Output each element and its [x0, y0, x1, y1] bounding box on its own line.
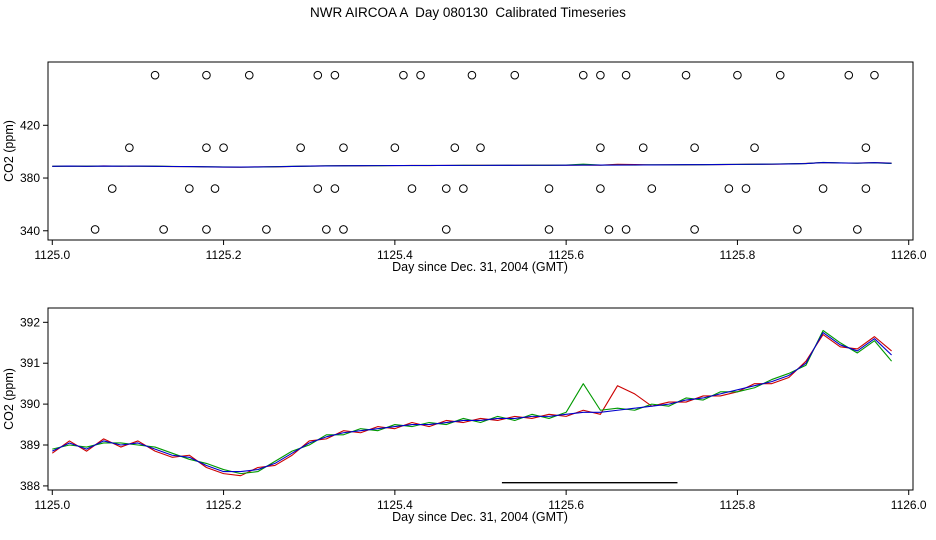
y-tick-label: 380 [20, 171, 40, 185]
x-tick-label: 1125.8 [720, 498, 756, 512]
scatter-point [861, 184, 871, 193]
scatter-point [441, 184, 451, 193]
scatter-point [578, 70, 588, 80]
x-tick-label: 1126.0 [891, 498, 927, 512]
y-tick-label: 390 [20, 397, 40, 411]
bottom-x-axis-title: Day since Dec. 31, 2004 (GMT) [392, 510, 568, 524]
scatter-point [690, 225, 699, 234]
scatter-point [844, 70, 854, 80]
scatter-point [107, 184, 117, 193]
scatter-point [262, 225, 271, 234]
x-tick-label: 1125.6 [548, 498, 584, 512]
scatter-point [621, 225, 631, 234]
plot-title: NWR AIRCOA A Day 080130 Calibrated Times… [310, 5, 626, 20]
scatter-point [202, 70, 211, 80]
scatter-point [750, 143, 759, 153]
scatter-point [322, 225, 331, 234]
scatter-point [690, 143, 699, 153]
scatter-point [647, 184, 657, 193]
scatter-point [544, 184, 554, 193]
scatter-point [793, 225, 802, 234]
x-tick-label: 1125.2 [206, 498, 242, 512]
scatter-point [313, 70, 323, 80]
scatter-point [313, 184, 323, 193]
x-tick-label: 1125.2 [206, 248, 242, 262]
scatter-point [407, 184, 417, 193]
scatter-point [775, 70, 785, 80]
top-y-axis-title: CO2 (ppm) [2, 120, 16, 182]
scatter-point [219, 143, 228, 153]
x-tick-label: 1125.4 [377, 498, 413, 512]
scatter-point [159, 225, 168, 234]
scatter-point [544, 225, 554, 234]
series-line-blue [52, 331, 892, 473]
scatter-point [296, 143, 305, 153]
plot-box [47, 307, 914, 491]
x-tick-label: 1125.0 [34, 248, 70, 262]
scatter-point [621, 70, 631, 80]
scatter-point [450, 143, 460, 153]
scatter-point [125, 143, 134, 153]
plot-box [47, 61, 914, 241]
scatter-point [741, 184, 751, 193]
x-tick-label: 1125.4 [377, 248, 413, 262]
top-x-axis-title: Day since Dec. 31, 2004 (GMT) [392, 260, 568, 274]
scatter-point [150, 70, 160, 80]
scatter-point [733, 70, 742, 80]
scatter-point [202, 225, 211, 234]
scatter-point [596, 70, 605, 80]
x-tick-label: 1125.0 [34, 498, 70, 512]
scatter-point [416, 70, 425, 80]
scatter-point [185, 184, 194, 193]
top-panel: 1125.0 1125.2 1125.4 1125.6 1125.8 1126.0 340 3… [20, 61, 927, 262]
y-tick-label: 340 [20, 224, 40, 238]
scatter-point [339, 225, 348, 234]
bottom-y-axis-title: CO2 (ppm) [2, 368, 16, 430]
scatter-point [202, 143, 211, 153]
scatter-point [390, 143, 400, 153]
series-line-blue [52, 161, 892, 168]
scatter-point [399, 70, 408, 80]
scatter-point [210, 184, 220, 193]
scatter-point [330, 70, 340, 80]
scatter-point [467, 70, 477, 80]
bottom-panel: 1125.0 1125.2 1125.4 1125.6 1125.8 1126.0 388 3… [20, 307, 927, 512]
scatter-point [596, 184, 605, 193]
x-tick-label: 1126.0 [891, 248, 927, 262]
scatter-point [90, 225, 100, 234]
scatter-point [681, 70, 691, 80]
scatter-point [244, 70, 254, 80]
scatter-point [459, 184, 468, 193]
scatter-point [870, 70, 879, 80]
scatter-point [476, 143, 485, 153]
series-line-red [51, 334, 892, 477]
x-tick-label: 1125.6 [548, 248, 584, 262]
scatter-point [724, 184, 734, 193]
scatter-point [339, 143, 348, 153]
y-tick-label: 392 [20, 315, 40, 329]
y-tick-label: 420 [20, 118, 40, 132]
y-tick-label: 391 [20, 356, 40, 370]
scatter-point [861, 143, 871, 153]
scatter-point [604, 225, 614, 234]
scatter-point [441, 225, 451, 234]
scatter-point [330, 184, 340, 193]
y-tick-label: 389 [20, 438, 40, 452]
scatter-point [510, 70, 520, 80]
scatter-point [818, 184, 828, 193]
scatter-point [853, 225, 862, 234]
scatter-point [596, 143, 605, 153]
x-tick-label: 1125.8 [720, 248, 756, 262]
scatter-point [638, 143, 648, 153]
series-line-green [52, 329, 893, 475]
y-tick-label: 388 [20, 479, 40, 493]
